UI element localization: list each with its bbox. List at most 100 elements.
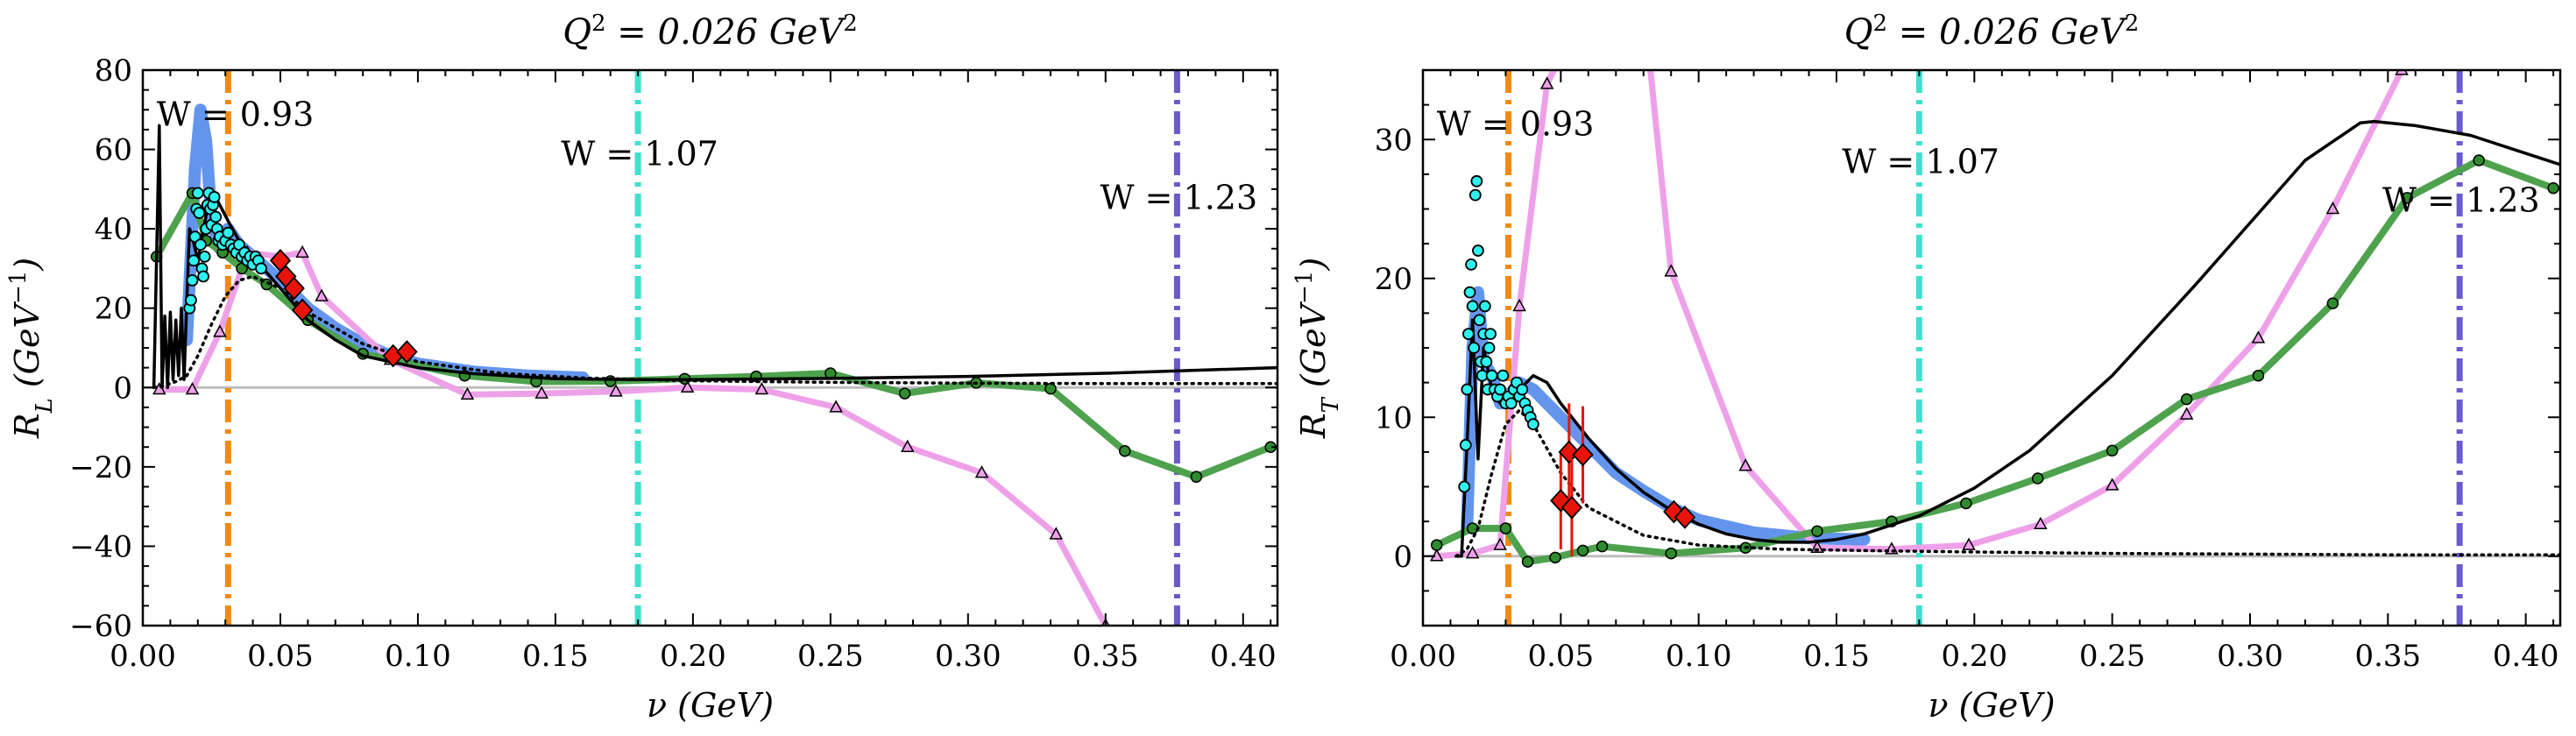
chart1-plot-content [1423, 22, 2560, 626]
chart1-xtick-label: 0.25 [2079, 639, 2146, 674]
chart1-plot-area [1423, 70, 2560, 626]
chart1-green-point [1665, 547, 1677, 560]
chart0-pink-point [315, 288, 329, 301]
chart1-green-point [1576, 544, 1589, 557]
chart0-pink-point [534, 386, 548, 399]
chart1-ytick-label: 20 [1375, 262, 1412, 297]
chart1-ytick-label: 30 [1375, 123, 1412, 158]
chart1-green-point [2252, 369, 2265, 382]
chart0-pink-point [295, 244, 309, 258]
chart0-ytick-label: −20 [69, 450, 132, 485]
panel-rl: W = 0.93 W = 1.07 W = 1.23 0.00 0.05 0.10 0.15… [5, 11, 1279, 725]
chart0-pink-point [829, 400, 843, 413]
chart1-cyan-point [1473, 314, 1486, 327]
chart0-xtick-label: 0.15 [522, 639, 589, 674]
chart1-cyan-point [1485, 369, 1498, 382]
chart0-xtick-label: 0.30 [935, 639, 1001, 674]
chart1-series-dotted [1454, 407, 2560, 558]
chart0-plot-content [143, 70, 1277, 626]
chart1-green-point [2031, 472, 2044, 485]
chart1-green-point [2401, 192, 2414, 204]
chart1-xtick-label: 0.10 [1666, 639, 1732, 674]
chart1-cyan-point [1468, 188, 1482, 202]
chart0-ytick-label: 80 [95, 53, 132, 88]
chart1-w-label-0: W = 0.93 [1437, 104, 1595, 143]
chart1-xtick-label: 0.35 [2354, 639, 2421, 674]
chart0-title: Q2 = 0.026 GeV2 [563, 11, 858, 53]
chart1-cyan-point [1480, 355, 1493, 368]
chart1-green-point [1430, 539, 1443, 551]
chart1-cyan-point [1504, 397, 1518, 410]
chart0-ytick-label: 60 [95, 133, 132, 168]
chart1-pink-point [2034, 516, 2048, 530]
chart1-cyan-point [1483, 342, 1496, 354]
chart1-cyan-point [1463, 286, 1476, 299]
chart1-green-point [1811, 525, 1823, 537]
chart0-cyan-point [195, 238, 207, 251]
chart1-pink-point [1493, 537, 1507, 550]
chart0-pink-point [974, 465, 989, 478]
chart1-cyan-point [1466, 300, 1479, 313]
panel-rt: W = 0.93 W = 1.07 W = 1.23 0.00 0.05 0.10 0.15… [1292, 11, 2562, 725]
chart1-title: Q2 = 0.026 GeV2 [1844, 11, 2140, 53]
chart0-w-label-0: W = 0.93 [157, 95, 315, 133]
chart0-ytick-label: 0 [113, 371, 132, 406]
chart1-ytick-label: 0 [1393, 540, 1412, 575]
chart1-green-point [1499, 522, 1512, 534]
chart1-pink-point [1664, 264, 1678, 277]
chart1-pink-point [2251, 330, 2266, 343]
chart1-pink-point [1644, 50, 1655, 60]
chart1-green-point [2180, 393, 2193, 406]
chart1-w-label-1: W = 1.07 [1842, 142, 1999, 180]
chart0-xtick-label: 0.20 [660, 639, 726, 674]
chart1-cyan-point [1465, 258, 1477, 271]
chart1-pink-point [1539, 76, 1554, 89]
chart1-pink-point [2105, 478, 2120, 491]
chart0-pink-point [900, 439, 915, 452]
chart1-cyan-point [1497, 369, 1510, 382]
chart0-ylabel: RL (GeV−1) [5, 258, 58, 439]
chart1-pink-point [1465, 546, 1480, 559]
chart0-xtick-label: 0.10 [385, 639, 451, 674]
chart1-green-point [1549, 551, 1561, 564]
chart1-xtick-label: 0.15 [1803, 639, 1870, 674]
chart0-green-point [1190, 471, 1203, 483]
chart0-w-label-2: W = 1.23 [1100, 179, 1258, 217]
chart0-cyan-point [185, 294, 197, 307]
chart0-cyan-point [198, 250, 211, 263]
chart0-w-label-1: W = 1.07 [561, 135, 718, 173]
chart0-cyan-point [193, 207, 206, 219]
chart1-cyan-point [1462, 328, 1475, 341]
chart0-green-point [1044, 382, 1057, 395]
chart0-pink-point [754, 381, 769, 395]
chart0-red-point [396, 340, 418, 364]
chart1-pink-point [2179, 407, 2194, 420]
chart1-xtick-label: 0.30 [2217, 639, 2283, 674]
chart0-pink-point [460, 386, 475, 400]
chart0-cyan-point [186, 274, 199, 287]
chart0-green-point [898, 387, 911, 400]
chart0-ytick-label: −40 [69, 529, 132, 564]
chart1-red-point [1674, 506, 1696, 529]
chart0-cyan-point [208, 191, 221, 203]
chart0-cyan-point [188, 254, 200, 267]
chart1-ylabel: RT (GeV−1) [1292, 258, 1344, 439]
chart1-green-point [1521, 556, 1534, 568]
chart1-red-point [1558, 440, 1580, 464]
chart0-plot-area [143, 70, 1277, 626]
chart0-xlabel: ν (GeV) [647, 686, 774, 725]
chart0-cyan-point [222, 226, 235, 239]
chart1-xtick-label: 0.40 [2493, 639, 2559, 674]
chart0-ytick-label: 40 [95, 212, 132, 247]
chart1-xlabel: ν (GeV) [1928, 686, 2055, 725]
chart1-pink-point [1962, 537, 1976, 550]
chart0-pink-point [185, 381, 200, 395]
chart1-green-point [2547, 181, 2559, 195]
chart1-cyan-point [1484, 328, 1497, 341]
chart0-pink-point [213, 324, 227, 337]
chart1-cyan-point [1494, 383, 1507, 396]
chart1-cyan-point [1470, 174, 1483, 188]
chart0-cyan-point [209, 210, 223, 223]
chart1-pink-point [1596, 22, 1608, 32]
chart1-green-point [2105, 444, 2119, 457]
